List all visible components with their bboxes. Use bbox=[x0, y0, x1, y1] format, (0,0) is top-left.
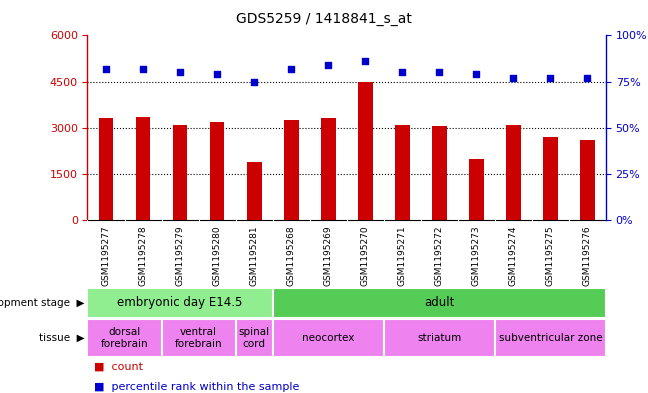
Point bbox=[397, 69, 408, 75]
Text: GSM1195280: GSM1195280 bbox=[213, 226, 222, 286]
Bar bbox=[87, 288, 273, 318]
Point bbox=[545, 75, 555, 81]
Text: GDS5259 / 1418841_s_at: GDS5259 / 1418841_s_at bbox=[236, 12, 412, 26]
Bar bbox=[284, 120, 299, 220]
Text: GSM1195278: GSM1195278 bbox=[139, 226, 148, 286]
Text: tissue  ▶: tissue ▶ bbox=[39, 333, 84, 343]
Text: subventricular zone: subventricular zone bbox=[498, 333, 602, 343]
Bar bbox=[247, 162, 262, 220]
Text: embryonic day E14.5: embryonic day E14.5 bbox=[117, 296, 243, 309]
Bar bbox=[161, 319, 236, 357]
Bar bbox=[210, 121, 224, 220]
Text: GSM1195274: GSM1195274 bbox=[509, 226, 518, 286]
Bar bbox=[172, 125, 187, 220]
Text: ■  count: ■ count bbox=[94, 361, 143, 371]
Text: GSM1195271: GSM1195271 bbox=[398, 226, 407, 286]
Bar bbox=[87, 319, 161, 357]
Point bbox=[582, 75, 592, 81]
Point bbox=[212, 71, 222, 77]
Text: dorsal
forebrain: dorsal forebrain bbox=[100, 327, 148, 349]
Text: ■  percentile rank within the sample: ■ percentile rank within the sample bbox=[94, 382, 299, 392]
Bar bbox=[395, 125, 410, 220]
Text: adult: adult bbox=[424, 296, 454, 309]
Bar bbox=[432, 126, 446, 220]
Point bbox=[323, 62, 333, 68]
Point bbox=[175, 69, 185, 75]
Point bbox=[249, 79, 259, 85]
Bar bbox=[273, 319, 384, 357]
Bar bbox=[495, 319, 606, 357]
Text: GSM1195273: GSM1195273 bbox=[472, 226, 481, 286]
Text: GSM1195268: GSM1195268 bbox=[286, 226, 295, 286]
Bar bbox=[384, 319, 495, 357]
Text: ventral
forebrain: ventral forebrain bbox=[175, 327, 222, 349]
Point bbox=[360, 58, 371, 64]
Point bbox=[286, 66, 296, 72]
Text: GSM1195272: GSM1195272 bbox=[435, 226, 444, 286]
Text: GSM1195269: GSM1195269 bbox=[323, 226, 332, 286]
Text: striatum: striatum bbox=[417, 333, 461, 343]
Bar bbox=[321, 119, 336, 220]
Bar bbox=[98, 119, 113, 220]
Bar bbox=[469, 158, 483, 220]
Bar bbox=[135, 117, 150, 220]
Text: GSM1195270: GSM1195270 bbox=[361, 226, 370, 286]
Bar bbox=[358, 82, 373, 220]
Bar bbox=[543, 137, 558, 220]
Bar bbox=[273, 288, 606, 318]
Bar bbox=[506, 125, 521, 220]
Bar bbox=[236, 319, 273, 357]
Text: spinal
cord: spinal cord bbox=[238, 327, 270, 349]
Bar bbox=[580, 140, 595, 220]
Text: GSM1195281: GSM1195281 bbox=[249, 226, 259, 286]
Text: neocortex: neocortex bbox=[302, 333, 354, 343]
Text: GSM1195275: GSM1195275 bbox=[546, 226, 555, 286]
Point bbox=[138, 66, 148, 72]
Point bbox=[508, 75, 518, 81]
Point bbox=[471, 71, 481, 77]
Point bbox=[101, 66, 111, 72]
Text: GSM1195276: GSM1195276 bbox=[583, 226, 592, 286]
Point bbox=[434, 69, 445, 75]
Text: GSM1195277: GSM1195277 bbox=[102, 226, 111, 286]
Text: development stage  ▶: development stage ▶ bbox=[0, 298, 84, 308]
Text: GSM1195279: GSM1195279 bbox=[176, 226, 185, 286]
